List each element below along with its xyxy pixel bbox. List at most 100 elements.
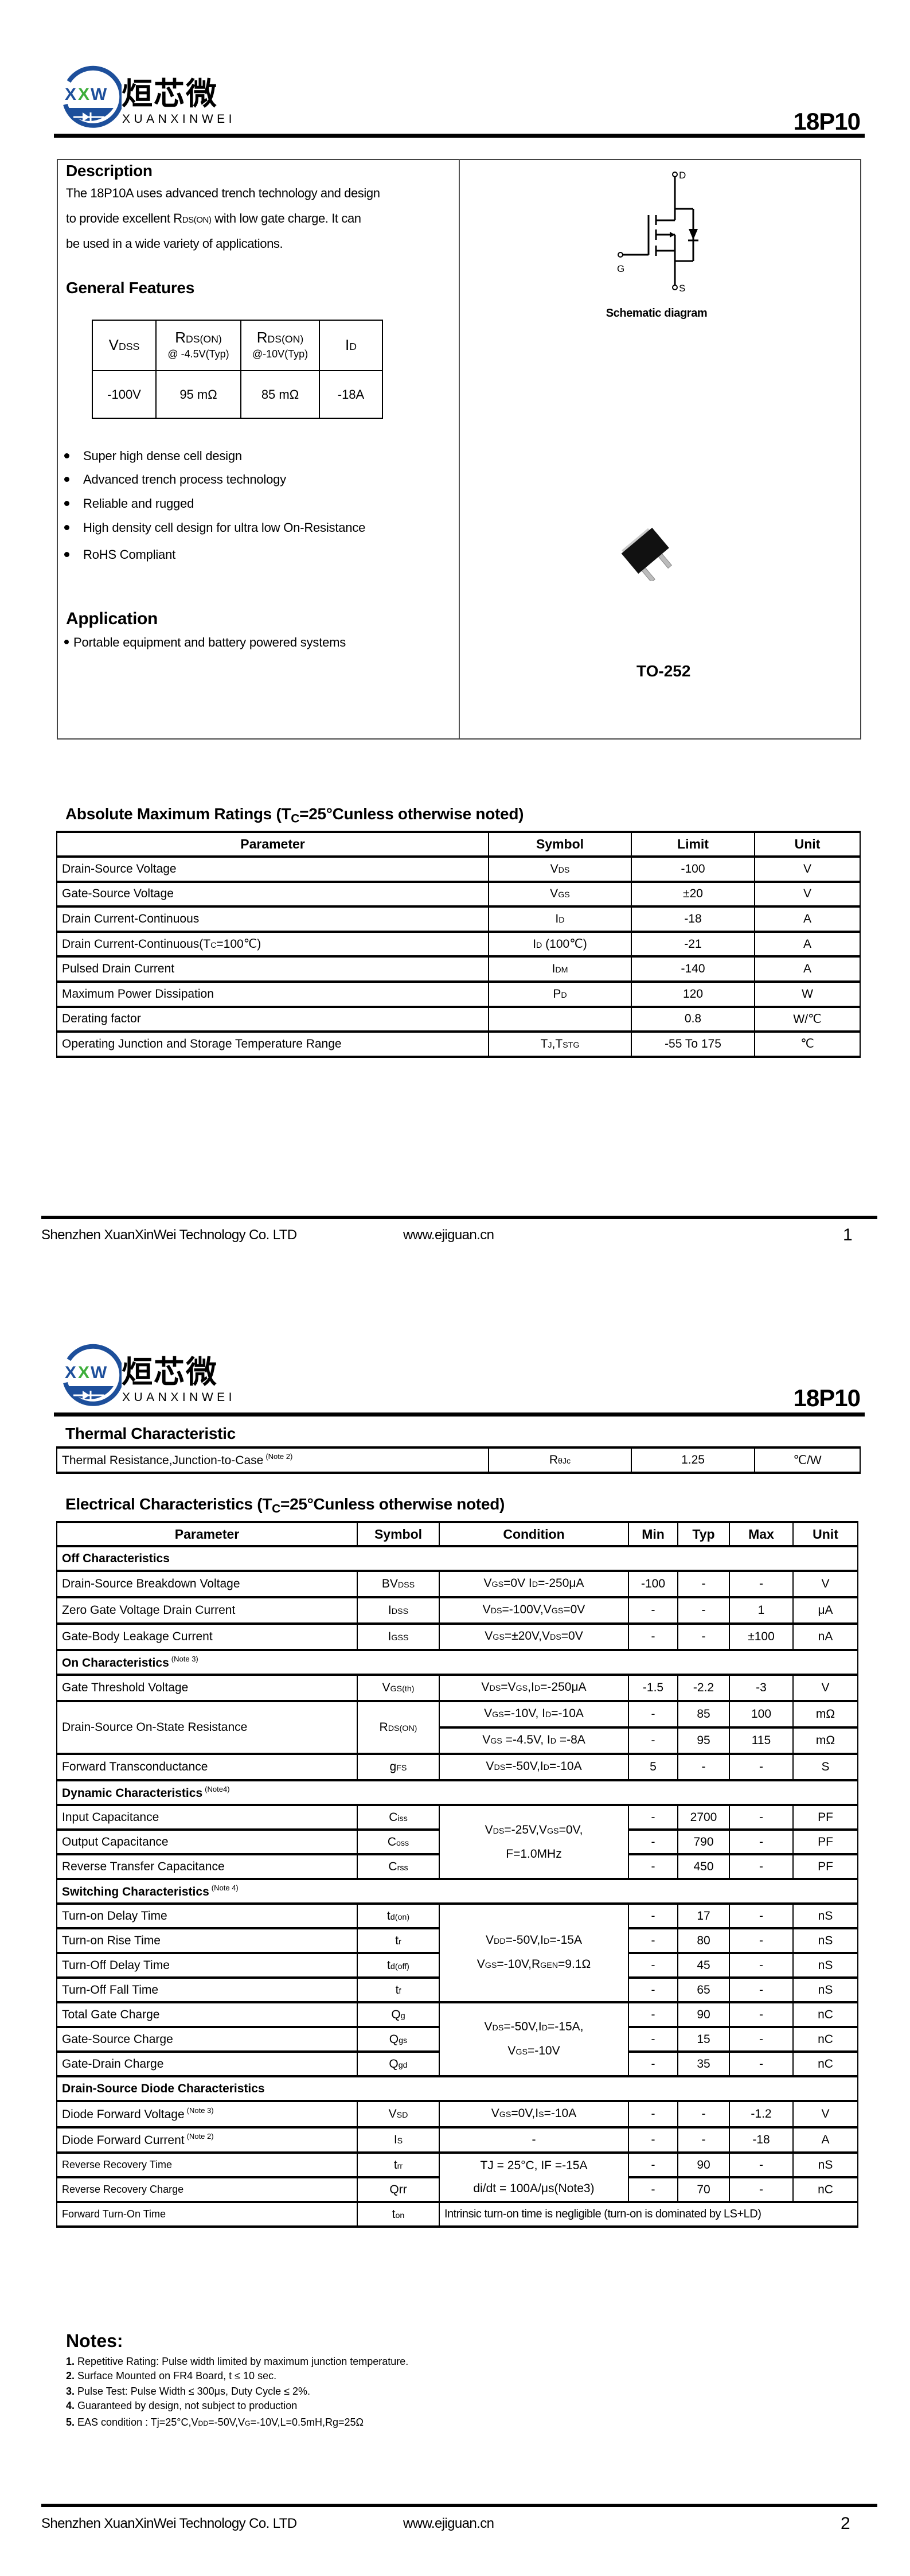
text-segment: Output Capacitance	[62, 1835, 169, 1849]
typ-cell: 35	[677, 2050, 730, 2077]
spec-header-condition: @ -4.5V(Typ)	[167, 348, 229, 360]
logo-chinese-name: 烜芯微	[122, 1355, 218, 1390]
text-segment: Diode Forward Voltage	[62, 2108, 185, 2122]
condition-cell: TJ = 25°C, IF =-15A di/dt = 100A/μs(Note…	[439, 2151, 629, 2203]
subscript: D	[541, 2023, 548, 2033]
table-row: VGS =-4.5V, ID =-8A - 95 115 mΩ	[57, 1726, 858, 1755]
feature-item: RoHS Compliant	[64, 547, 175, 562]
text-segment: V	[482, 1603, 491, 1616]
section-header: Off Characteristics	[56, 1545, 858, 1572]
text-segment: Typ	[692, 1526, 715, 1542]
note-item: 3. Pulse Test: Pulse Width ≤ 300μs, Duty …	[66, 2386, 310, 2398]
text-segment: Forward Transconductance	[62, 1760, 208, 1773]
text-segment: -1.5	[642, 1681, 664, 1694]
note-ref: (Note 3)	[171, 1654, 198, 1663]
description-line: be used in a wide variety of application…	[66, 236, 283, 251]
text-segment: t	[395, 1933, 399, 1947]
max-cell: 100	[729, 1700, 794, 1729]
text-segment: nC	[818, 2057, 833, 2071]
bullet-icon	[64, 453, 69, 458]
text-segment: =-50V,I	[503, 2019, 542, 2033]
typ-cell: 90	[677, 2151, 730, 2178]
application-item: Portable equipment and battery powered s…	[64, 635, 346, 650]
symbol-cell: td(on)	[357, 1902, 440, 1929]
text-segment: nC	[818, 2182, 833, 2196]
bullet-icon	[64, 640, 69, 645]
footer-website-link[interactable]: www.ejiguan.cn	[403, 1227, 494, 1243]
param-text: Thermal Resistance,Junction-to-Case	[62, 1454, 264, 1468]
text-segment: V	[108, 336, 119, 353]
text-segment: 5	[650, 1760, 657, 1773]
note-ref: (Note 2)	[186, 2132, 214, 2141]
min-cell: -1.5	[628, 1674, 678, 1702]
subscript: D	[536, 941, 542, 951]
text-segment: -	[651, 1810, 655, 1824]
max-cell: -	[729, 2151, 794, 2178]
text-segment: Diode Forward Current	[62, 2134, 185, 2147]
svg-text:W: W	[91, 1363, 107, 1382]
text-segment: EAS condition : Tj=25°C,V	[77, 2417, 198, 2428]
column-header: Parameter	[56, 1521, 358, 1547]
text-segment: -	[701, 1577, 706, 1590]
note-ref: (Note4)	[205, 1784, 230, 1793]
note-ref: (Note 2)	[265, 1452, 293, 1461]
unit-cell: A	[792, 2126, 858, 2154]
text-segment: -	[651, 2007, 655, 2021]
symbol-cell: Ciss	[357, 1804, 440, 1831]
text-segment: V	[382, 1681, 390, 1694]
text-segment: -	[701, 2107, 706, 2120]
typ-cell: -	[677, 1596, 730, 1625]
subscript: DM	[555, 966, 568, 975]
text-segment: =±20V,V	[504, 1629, 550, 1643]
subscript: DS	[490, 1606, 502, 1616]
spec-value: 85 mΩ	[240, 370, 320, 419]
subscript: J	[548, 1040, 552, 1050]
feature-item: Reliable and rugged	[64, 496, 194, 511]
text-segment: -100V	[107, 387, 141, 402]
text-segment: -	[651, 2158, 655, 2172]
text-segment: -100	[681, 862, 705, 875]
general-features-title: General Features	[66, 279, 194, 297]
text-segment: V	[550, 887, 559, 901]
text-segment: BV	[381, 1577, 398, 1590]
subscript: gd	[398, 2060, 408, 2070]
table-row: Drain-Source On-State Resistance RDS(ON) V…	[56, 1700, 858, 1755]
thermal-title: Thermal Characteristic	[65, 1425, 236, 1442]
table-row: Input Capacitance Ciss VDS=-25V,VGS=0V, F=…	[56, 1804, 858, 1880]
table-row: Diode Forward Voltage (Note 3) VSD VGS=0V,I…	[56, 2100, 858, 2128]
text-segment: nS	[818, 2158, 833, 2172]
text-segment: V	[821, 2107, 830, 2120]
logo-emblem-icon: X X W	[63, 65, 124, 128]
text-segment: 115	[751, 1734, 771, 1747]
symbol-cell: Qrr	[357, 2176, 440, 2203]
text-segment: Derating factor	[62, 1012, 141, 1026]
text-segment: -3	[756, 1681, 767, 1694]
limit-cell: -55 To 175	[631, 1030, 755, 1058]
min-cell: -	[628, 1902, 678, 1929]
table-row: Drain Current-Continuous(TC=100℃) ID (100…	[56, 930, 861, 958]
condition-cell: -	[439, 2126, 629, 2154]
feature-item-text: RoHS Compliant	[83, 547, 176, 562]
text-segment: =V	[501, 1680, 516, 1694]
text-segment: V	[491, 2107, 499, 2120]
text-segment: nA	[818, 1630, 833, 1643]
text-segment: =-4.5V, I	[502, 1733, 550, 1746]
max-cell: -	[729, 1828, 794, 1855]
text-segment: -	[651, 1707, 655, 1721]
table-row: Maximum Power Dissipation PD 120 W	[56, 980, 861, 1008]
note-item: 5. EAS condition : Tj=25°C,VDD=-50V,VG=-1…	[66, 2417, 364, 2429]
text-segment: V	[821, 1681, 830, 1694]
table-row: Turn-on Rise Time tr - 80 - nS	[56, 1927, 858, 1954]
text-segment: Symbol	[374, 1526, 423, 1542]
text-segment: -	[651, 1909, 655, 1923]
subscript: GS	[558, 890, 570, 900]
unit-cell: A	[754, 930, 861, 958]
text-segment: t	[395, 1983, 399, 1997]
note-ref: (Note 3)	[186, 2106, 214, 2115]
table-row: Gate-Drain Charge Qgd - 35 - nC	[56, 2050, 858, 2077]
unit-cell: nS	[792, 1902, 858, 1929]
unit-cell: nC	[792, 2176, 858, 2203]
max-cell: -	[729, 2026, 794, 2053]
footer-website-link[interactable]: www.ejiguan.cn	[403, 2516, 494, 2531]
text-segment: -	[651, 2057, 655, 2071]
